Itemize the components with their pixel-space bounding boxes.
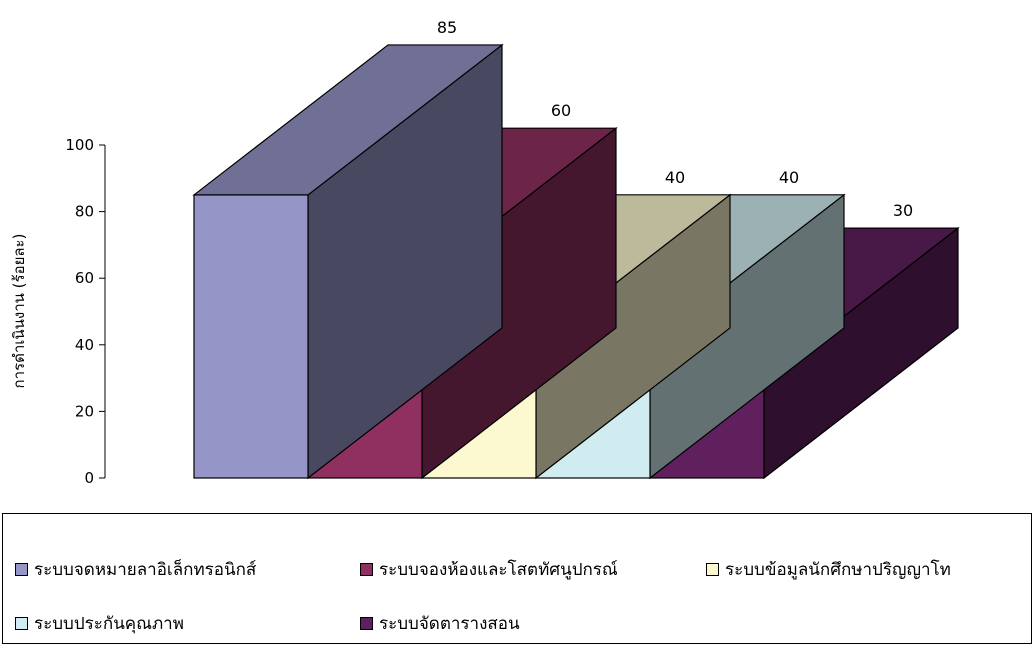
y-axis-title: การดำเนินงาน (ร้อยละ) [10,234,28,389]
y-tick-label: 40 [75,336,94,354]
legend-label: ระบบประกันคุณภาพ [34,614,184,634]
legend-item: ระบบจองห้องและโสตทัศนูปกรณ์ [360,556,618,583]
legend-swatch [15,617,28,630]
legend-item: ระบบประกันคุณภาพ [15,610,184,637]
y-tick-label: 80 [75,203,94,221]
legend-item: ระบบจดหมายลาอิเล็กทรอนิกส์ [15,556,256,583]
data-labels: 30 40 40 60 85 [437,18,913,220]
y-tick-label: 0 [84,469,94,487]
bar-front [193,194,309,479]
legend-label: ระบบข้อมูลนักศึกษาปริญญาโท [725,560,951,580]
y-tick-label: 20 [75,402,94,420]
legend-item: ระบบข้อมูลนักศึกษาปริญญาโท [706,556,951,583]
legend: ระบบจดหมายลาอิเล็กทรอนิกส์ ระบบจองห้องแล… [2,513,1032,644]
legend-item: ระบบจัดตารางสอน [360,610,520,637]
legend-swatch [360,617,373,630]
y-tick-label: 100 [65,136,94,154]
legend-swatch [360,563,373,576]
legend-swatch [706,563,719,576]
y-axis: 0 20 40 60 80 100 [65,136,106,487]
bars [192,43,960,480]
y-tick-label: 60 [75,269,94,287]
data-label: 85 [437,18,457,37]
legend-swatch [15,563,28,576]
data-label: 40 [779,168,799,187]
bar-chart: 0 20 40 60 80 100 30 40 40 60 85 การดำเนินงาน (ร้… [10,18,960,487]
data-label: 60 [551,101,571,120]
bar [192,43,504,480]
data-label: 40 [665,168,685,187]
legend-label: ระบบจัดตารางสอน [379,614,520,634]
legend-label: ระบบจองห้องและโสตทัศนูปกรณ์ [379,560,618,580]
data-label: 30 [893,201,913,220]
legend-label: ระบบจดหมายลาอิเล็กทรอนิกส์ [34,560,257,580]
